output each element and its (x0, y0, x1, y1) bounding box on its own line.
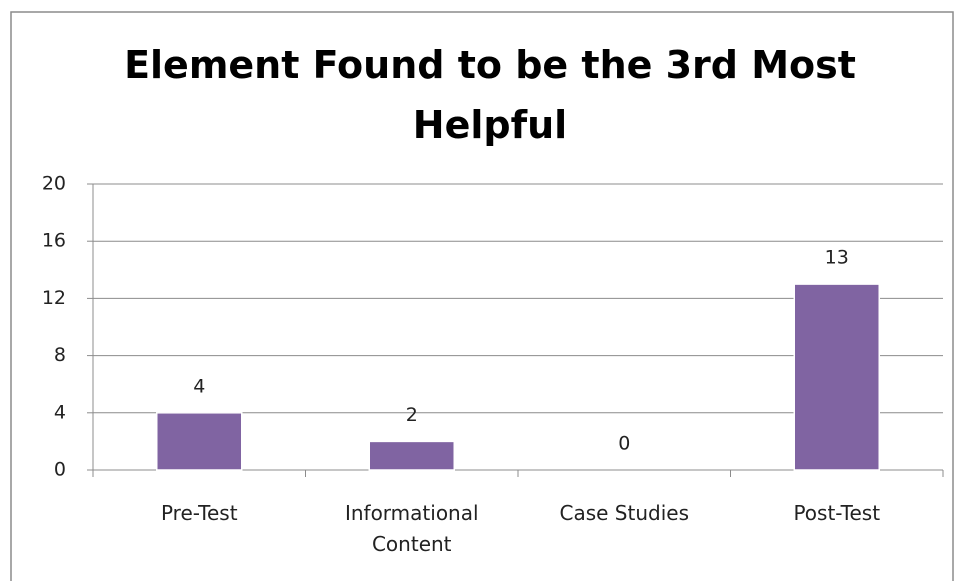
data-label: 13 (825, 247, 849, 269)
x-label-box: Informational Content (344, 501, 479, 556)
bar (156, 412, 243, 471)
y-tick-label: 16 (42, 230, 66, 252)
data-label: 4 (193, 375, 205, 397)
y-tick-label: 12 (42, 287, 66, 309)
x-tick-label: Pre-Test (160, 501, 238, 525)
bar (793, 283, 880, 471)
y-tick-label: 20 (42, 173, 66, 195)
x-label-box: Pre-Test (160, 501, 238, 525)
x-tick-label: Post-Test (793, 501, 881, 525)
y-tick-label: 4 (54, 401, 66, 423)
data-label: 2 (406, 404, 418, 426)
x-label-box: Post-Test (793, 501, 881, 525)
y-tick-label: 8 (54, 344, 66, 366)
data-label: 0 (618, 433, 630, 455)
x-tick-label: Informational Content (344, 501, 479, 556)
y-tick-label: 0 (54, 459, 66, 481)
x-label-box: Case Studies (559, 501, 690, 525)
x-tick-label: Case Studies (559, 501, 690, 525)
bar (368, 440, 455, 471)
chart-title: Element Found to be the 3rd Most Helpful (124, 43, 856, 147)
title-box: Element Found to be the 3rd Most Helpful (124, 43, 856, 147)
